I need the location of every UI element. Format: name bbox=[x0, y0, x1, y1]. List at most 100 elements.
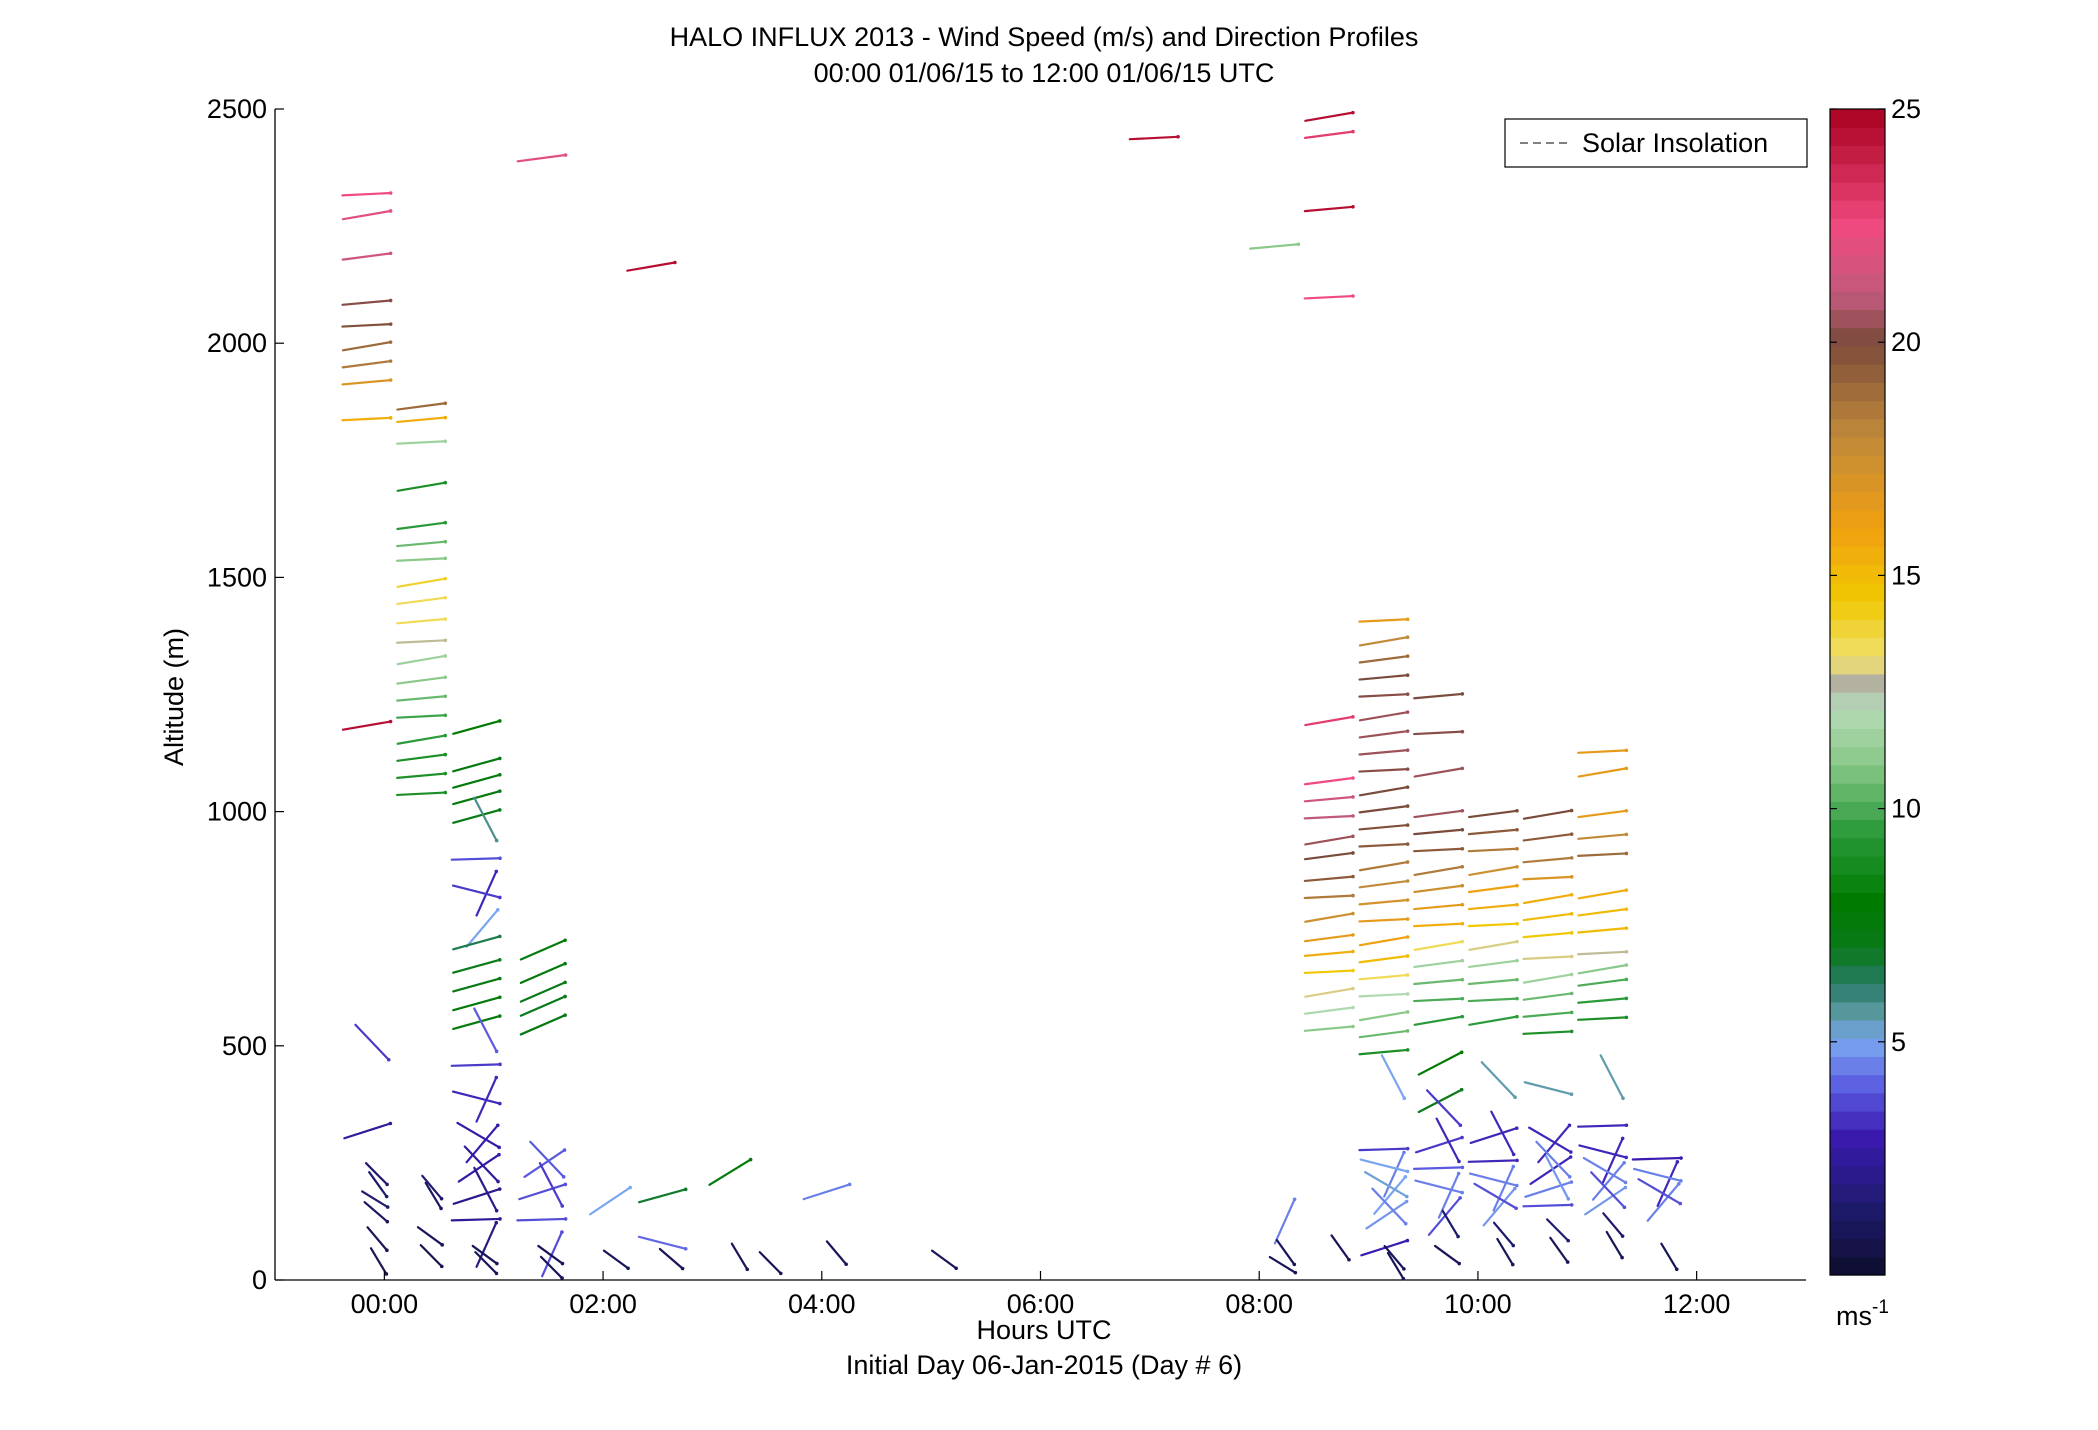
colorbar-segment-8 bbox=[1830, 1111, 1885, 1130]
wind-barb-tip-187 bbox=[1515, 902, 1519, 907]
wind-barb-tip-151 bbox=[1404, 1199, 1409, 1204]
wind-barb-60 bbox=[465, 1124, 499, 1164]
wind-barb-86 bbox=[637, 1235, 687, 1250]
wind-barb-243 bbox=[1591, 1161, 1626, 1201]
colorbar: 5 10 15 20 25 bbox=[1829, 94, 1921, 1276]
wind-barb-tip-72 bbox=[563, 980, 567, 985]
wind-barb-35 bbox=[396, 772, 447, 780]
wind-barb-18 bbox=[396, 402, 447, 411]
wind-barb-tip-107 bbox=[1351, 795, 1355, 799]
wind-barb-157 bbox=[1413, 730, 1464, 736]
wind-barb-119 bbox=[1303, 1025, 1355, 1032]
wind-barb-tip-152 bbox=[1403, 1221, 1408, 1226]
wind-barb-tip-189 bbox=[1515, 939, 1519, 944]
wind-barb-tip-239 bbox=[1621, 1096, 1625, 1101]
wind-barb-218 bbox=[1528, 1126, 1572, 1154]
wind-barb-186 bbox=[1467, 884, 1519, 894]
wind-barb-tip-87 bbox=[680, 1266, 685, 1271]
wind-barb-8 bbox=[341, 416, 392, 422]
wind-barb-246 bbox=[1590, 1171, 1626, 1209]
wind-barb-tip-198 bbox=[1511, 1164, 1516, 1169]
chart-subtitle: 00:00 01/06/15 to 12:00 01/06/15 UTC bbox=[814, 58, 1275, 88]
wind-barb-245 bbox=[1584, 1186, 1627, 1216]
wind-barb-tip-158 bbox=[1460, 766, 1465, 771]
wind-barb-44 bbox=[452, 790, 501, 806]
wind-barbs bbox=[341, 110, 1683, 1281]
wind-barb-203 bbox=[1496, 1237, 1514, 1266]
wind-barb-88 bbox=[708, 1158, 752, 1186]
wind-barb-224 bbox=[1546, 1218, 1570, 1242]
wind-barb-tip-170 bbox=[1460, 1014, 1465, 1019]
wind-barb-tip-204 bbox=[1569, 808, 1574, 813]
wind-barb-216 bbox=[1523, 1081, 1573, 1096]
wind-barb-tip-88 bbox=[748, 1157, 753, 1162]
wind-barb-tip-163 bbox=[1460, 883, 1465, 888]
wind-barb-144 bbox=[1358, 1048, 1409, 1056]
wind-barb-57 bbox=[450, 1063, 502, 1067]
colorbar-segment-59 bbox=[1830, 181, 1885, 201]
wind-barb-tip-91 bbox=[847, 1182, 852, 1187]
colorbar-segment-22 bbox=[1830, 855, 1885, 875]
colorbar-segment-62 bbox=[1830, 127, 1885, 147]
wind-barb-tip-186 bbox=[1515, 883, 1519, 888]
wind-barb-tip-20 bbox=[443, 439, 448, 444]
wind-barb-14 bbox=[361, 1190, 389, 1209]
colorbar-segment-47 bbox=[1830, 400, 1885, 420]
legend-box bbox=[1504, 118, 1808, 168]
wind-barb-tip-162 bbox=[1460, 864, 1465, 869]
wind-barb-tip-200 bbox=[1512, 1186, 1517, 1191]
wind-barb-tip-79 bbox=[563, 1217, 568, 1221]
wind-barb-tip-22 bbox=[443, 520, 448, 525]
wind-barb-tip-254 bbox=[1674, 1267, 1679, 1272]
wind-barb-tip-213 bbox=[1569, 991, 1574, 996]
wind-barb-tip-209 bbox=[1569, 912, 1574, 916]
wind-barb-200 bbox=[1482, 1187, 1516, 1227]
wind-barb-tip-31 bbox=[443, 694, 448, 699]
wind-barb-tip-73 bbox=[563, 994, 567, 999]
colorbar-segment-34 bbox=[1830, 637, 1885, 657]
wind-barb-211 bbox=[1522, 955, 1573, 961]
wind-barb-50 bbox=[465, 908, 499, 948]
y-tick-label-5: 2500 bbox=[207, 94, 267, 124]
wind-barb-100 bbox=[1268, 1255, 1297, 1274]
wind-barb-15 bbox=[363, 1201, 389, 1223]
wind-barb-tip-169 bbox=[1460, 996, 1465, 1001]
wind-barb-tip-141 bbox=[1405, 992, 1410, 996]
wind-barb-tip-225 bbox=[1565, 1260, 1570, 1264]
wind-barb-tip-196 bbox=[1511, 1152, 1516, 1157]
wind-barb-213 bbox=[1522, 992, 1573, 1001]
wind-barb-tip-68 bbox=[495, 1261, 499, 1266]
wind-barb-tip-188 bbox=[1515, 921, 1519, 926]
wind-barb-tip-240 bbox=[1624, 1123, 1629, 1128]
wind-barb-25 bbox=[396, 577, 447, 588]
wind-barb-tip-101 bbox=[1351, 110, 1355, 115]
wind-barb-173 bbox=[1425, 1089, 1462, 1127]
colorbar-segment-38 bbox=[1830, 564, 1885, 584]
wind-barb-tip-232 bbox=[1624, 907, 1629, 911]
wind-barb-tip-242 bbox=[1624, 1155, 1628, 1160]
wind-barb-219 bbox=[1529, 1155, 1572, 1186]
wind-barb-tip-96 bbox=[1176, 134, 1180, 139]
wind-barb-244 bbox=[1582, 1156, 1627, 1184]
wind-barb-125 bbox=[1358, 693, 1409, 698]
wind-barb-26 bbox=[396, 596, 447, 606]
wind-barb-tip-102 bbox=[1351, 129, 1355, 134]
wind-barb-tip-248 bbox=[1620, 1255, 1624, 1260]
wind-barb-tip-166 bbox=[1460, 939, 1465, 944]
wind-barb-tip-47 bbox=[498, 856, 502, 861]
wind-barb-7 bbox=[341, 379, 392, 386]
wind-barb-112 bbox=[1303, 894, 1355, 900]
wind-barb-92 bbox=[825, 1240, 848, 1266]
wind-barb-tip-223 bbox=[1569, 1203, 1574, 1207]
wind-barb-tip-199 bbox=[1515, 1183, 1519, 1188]
wind-barb-24 bbox=[395, 557, 447, 562]
wind-barb-254 bbox=[1660, 1242, 1678, 1271]
axes: 00:00 02:00 04:00 06:00 08:00 10:00 12:00 0 500 1… bbox=[207, 94, 1731, 1319]
wind-barb-tip-221 bbox=[1569, 1180, 1574, 1184]
wind-barb-252 bbox=[1646, 1182, 1680, 1222]
wind-barb-76 bbox=[529, 1140, 565, 1178]
wind-barb-148 bbox=[1359, 1158, 1409, 1173]
wind-barb-tip-122 bbox=[1405, 635, 1410, 640]
wind-barb-206 bbox=[1522, 856, 1573, 864]
